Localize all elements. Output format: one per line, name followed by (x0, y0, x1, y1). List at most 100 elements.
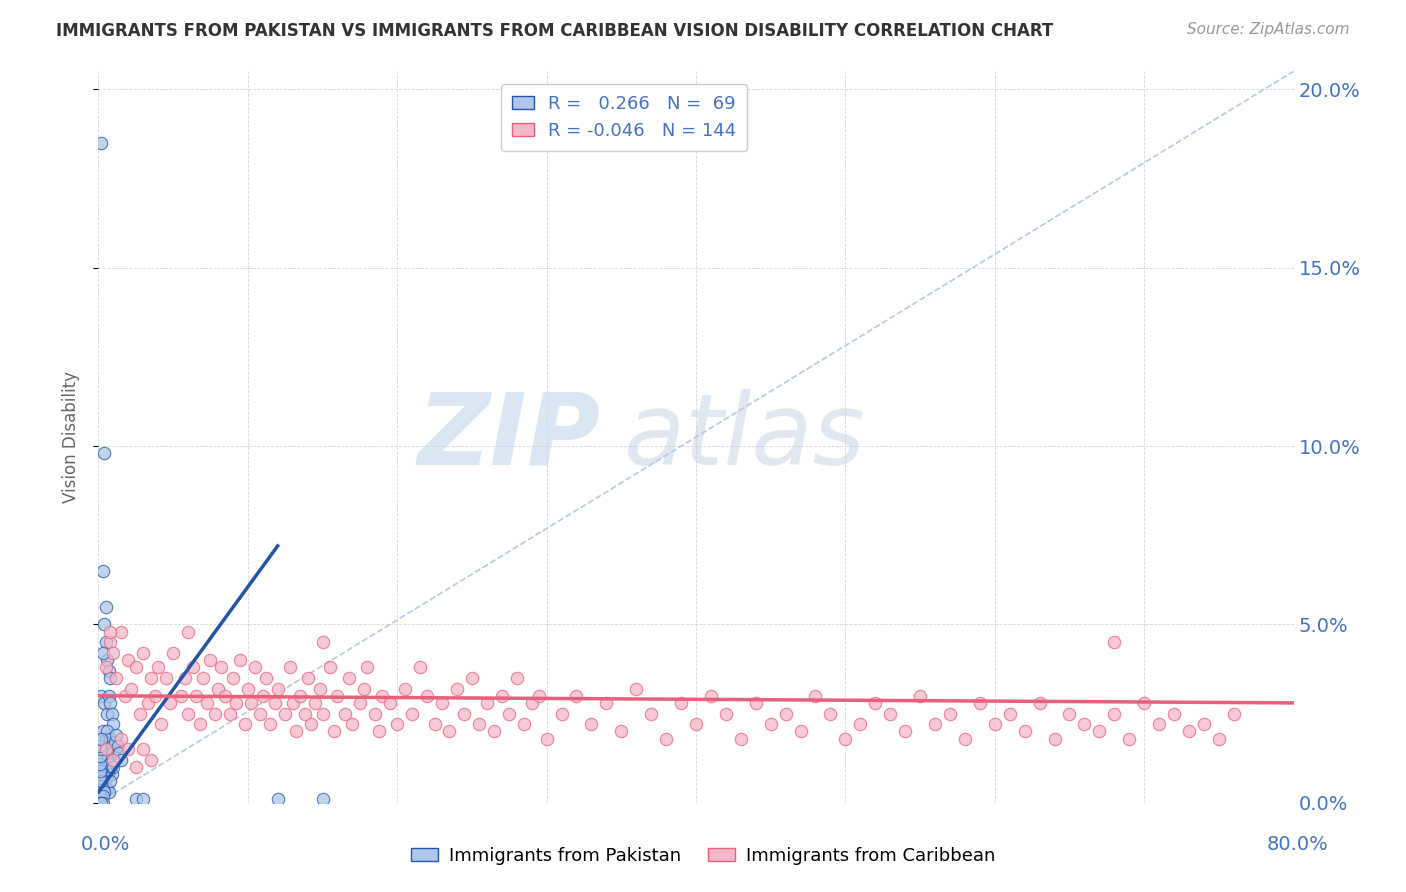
Point (104, 735, 127, 749)
Point (498, 706, 520, 721)
Point (849, 717, 872, 731)
Point (446, 681, 468, 696)
Point (371, 689, 394, 703)
Point (162, 646, 184, 660)
Point (191, 671, 214, 685)
Point (98, 696, 122, 710)
Point (94, 731, 117, 746)
Point (103, 760, 125, 774)
Point (89, 792, 111, 806)
Point (378, 696, 401, 710)
Point (1118, 731, 1140, 746)
Point (385, 717, 409, 731)
Point (439, 724, 461, 739)
Text: Source: ZipAtlas.com: Source: ZipAtlas.com (1187, 22, 1350, 37)
Point (536, 731, 558, 746)
Point (468, 717, 491, 731)
Point (249, 706, 271, 721)
Point (416, 689, 439, 703)
Point (368, 724, 391, 739)
Point (281, 696, 304, 710)
Point (278, 660, 301, 674)
Text: IMMIGRANTS FROM PAKISTAN VS IMMIGRANTS FROM CARIBBEAN VISION DISABILITY CORRELAT: IMMIGRANTS FROM PAKISTAN VS IMMIGRANTS F… (56, 22, 1053, 40)
Point (1014, 724, 1036, 739)
Point (89, 767, 111, 781)
Point (894, 724, 917, 739)
Point (204, 706, 226, 721)
Point (197, 696, 219, 710)
Point (288, 689, 311, 703)
Point (1104, 635, 1126, 649)
Point (97, 764, 120, 778)
Point (90, 774, 112, 789)
Point (91, 796, 114, 810)
Point (93, 778, 115, 792)
Point (125, 760, 148, 774)
Point (1059, 706, 1081, 721)
Legend: R =   0.266   N =  69, R = -0.046   N = 144: R = 0.266 N = 69, R = -0.046 N = 144 (502, 84, 747, 151)
Point (430, 696, 453, 710)
Point (117, 653, 139, 667)
Point (969, 696, 991, 710)
Point (294, 706, 316, 721)
Point (236, 681, 259, 696)
Point (506, 671, 529, 685)
Point (132, 742, 155, 756)
Point (550, 706, 572, 721)
Point (120, 681, 142, 696)
Point (91, 774, 114, 789)
Point (229, 653, 252, 667)
Point (214, 689, 236, 703)
Point (96, 653, 118, 667)
Point (101, 739, 124, 753)
Point (132, 792, 155, 806)
Point (267, 681, 290, 696)
Point (89, 764, 111, 778)
Point (159, 696, 181, 710)
Point (953, 731, 976, 746)
Point (610, 724, 633, 739)
Point (114, 689, 136, 703)
Point (1192, 717, 1215, 731)
Point (188, 717, 211, 731)
Point (91, 781, 114, 796)
Point (98, 731, 122, 746)
Point (759, 717, 782, 731)
Point (132, 646, 155, 660)
Point (129, 706, 152, 721)
Point (394, 681, 416, 696)
Point (91, 789, 114, 803)
Point (89, 789, 111, 803)
Point (97, 785, 120, 799)
Point (1178, 724, 1201, 739)
Point (669, 696, 692, 710)
Point (110, 624, 132, 639)
Point (181, 660, 204, 674)
Point (730, 731, 752, 746)
Point (97, 742, 120, 756)
Text: 80.0%: 80.0% (1267, 835, 1329, 855)
Point (326, 689, 349, 703)
Point (90, 789, 112, 803)
Point (89, 796, 111, 810)
Point (491, 689, 513, 703)
Point (520, 696, 543, 710)
Point (879, 706, 901, 721)
Point (640, 706, 662, 721)
Point (96, 753, 118, 767)
Point (155, 671, 177, 685)
Point (200, 653, 222, 667)
Point (267, 792, 290, 806)
Point (297, 671, 319, 685)
Legend: Immigrants from Pakistan, Immigrants from Caribbean: Immigrants from Pakistan, Immigrants fro… (404, 840, 1002, 872)
Point (143, 689, 166, 703)
Point (984, 717, 1007, 731)
Point (308, 681, 330, 696)
Point (513, 717, 536, 731)
Point (101, 767, 124, 781)
Text: atlas: atlas (624, 389, 866, 485)
Point (655, 731, 678, 746)
Point (239, 696, 262, 710)
Point (91, 760, 114, 774)
Point (333, 706, 356, 721)
